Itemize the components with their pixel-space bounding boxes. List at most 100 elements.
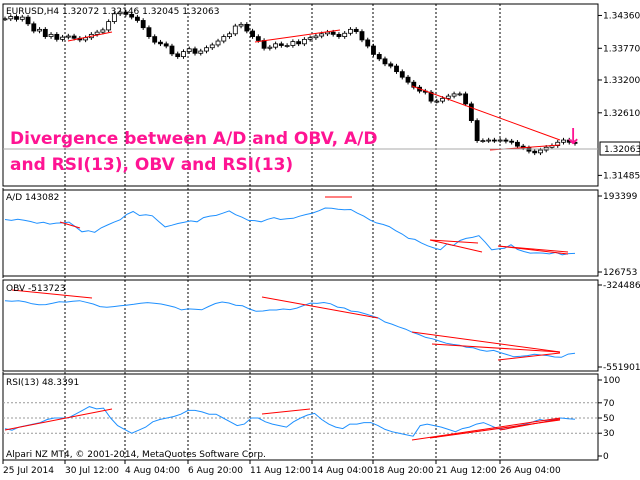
obv-axis: -324486 -551901 xyxy=(598,281,640,373)
rsi-line xyxy=(4,406,576,437)
candle-body xyxy=(365,39,371,47)
candle-body xyxy=(376,53,382,60)
price-panel[interactable] xyxy=(2,3,599,187)
candle-body xyxy=(250,30,255,37)
axis-tick-label: 100 xyxy=(603,376,620,386)
candle-body xyxy=(158,41,163,45)
candle-body xyxy=(515,141,520,147)
time-tick-label: 4 Aug 04:00 xyxy=(125,466,180,476)
candle-body xyxy=(382,58,388,65)
candle-body xyxy=(290,41,296,46)
ad-axis: 193399 126753 xyxy=(598,192,638,278)
candle-body xyxy=(503,139,509,142)
candle-body xyxy=(399,71,405,78)
candle-body xyxy=(509,140,515,143)
candle-body xyxy=(307,37,313,40)
rsi-panel[interactable] xyxy=(2,373,599,461)
current-price-label: 1.32063 xyxy=(604,145,640,155)
candle-body xyxy=(255,36,261,41)
candle-body xyxy=(284,45,290,47)
candle-body xyxy=(313,35,319,39)
time-tick-label: 14 Aug 04:00 xyxy=(312,466,373,476)
axis-tick-label: 0 xyxy=(603,452,609,462)
candle-body xyxy=(48,33,54,37)
trendline xyxy=(261,408,311,415)
candle-body xyxy=(405,76,411,83)
candle-body xyxy=(204,47,209,52)
candle-body xyxy=(94,31,100,35)
candle-body xyxy=(428,91,434,102)
candle-body xyxy=(296,41,302,45)
time-axis: 25 Jul 2014 30 Jul 12:00 4 Aug 04:00 6 Aug … xyxy=(2,460,561,476)
candle-body xyxy=(65,35,71,38)
candle-body xyxy=(175,53,181,58)
candle-body xyxy=(359,31,365,41)
time-tick-label: 18 Aug 20:00 xyxy=(373,466,434,476)
candle-body xyxy=(198,50,204,54)
time-tick-label: 11 Aug 12:00 xyxy=(250,466,311,476)
candle-body xyxy=(273,43,279,48)
candle-body xyxy=(474,120,480,142)
candle-body xyxy=(572,141,578,144)
candle-body xyxy=(463,93,469,105)
candle-body xyxy=(25,16,31,25)
ad-panel[interactable] xyxy=(2,189,599,277)
candle-body xyxy=(411,81,417,88)
candle-body xyxy=(37,28,42,32)
candle-body xyxy=(152,36,158,43)
annotation-line-1: Divergence between A/D and OBV, A/D xyxy=(10,129,377,149)
candle-body xyxy=(468,103,474,121)
obv-line xyxy=(4,300,576,358)
candle-body xyxy=(532,150,538,154)
trendline xyxy=(499,418,561,431)
trendline xyxy=(254,29,341,43)
trendline xyxy=(497,352,561,361)
candle-body xyxy=(388,63,394,67)
ad-trendlines xyxy=(59,196,569,255)
trendline xyxy=(59,221,81,229)
obv-header: OBV -513723 xyxy=(6,284,66,294)
axis-tick-label: 1.31485 xyxy=(603,171,640,181)
candle-body xyxy=(123,11,129,15)
time-tick-label: 6 Aug 20:00 xyxy=(188,466,243,476)
obv-trendlines xyxy=(11,289,561,361)
down-arrow-icon: ↓ xyxy=(564,125,582,150)
candle-body xyxy=(186,48,192,53)
current-price-box xyxy=(599,141,640,156)
axis-tick-label: -324486 xyxy=(603,281,640,291)
candle-body xyxy=(538,149,543,154)
candle-body xyxy=(434,100,440,103)
candle-body xyxy=(336,33,342,37)
axis-tick-label: 193399 xyxy=(603,192,638,202)
candle-body xyxy=(440,97,445,102)
rsi-axis: 100 70 50 30 0 xyxy=(598,376,620,462)
trendline xyxy=(431,343,561,353)
candle-body xyxy=(140,20,146,29)
candle-body xyxy=(100,29,106,33)
time-tick-label: 25 Jul 2014 xyxy=(3,466,54,476)
candle-body xyxy=(19,16,25,20)
price-trendlines xyxy=(67,29,561,151)
axis-tick-label: 1.32610 xyxy=(603,109,640,119)
obv-panel[interactable] xyxy=(2,279,599,372)
candle-body xyxy=(2,18,8,21)
time-tick-label: 30 Jul 12:00 xyxy=(65,466,119,476)
price-axis: 1.34360 1.33770 1.33200 1.32610 1.31485 xyxy=(598,11,640,181)
axis-tick-label: 1.33200 xyxy=(603,76,640,86)
copyright-text: Alpari NZ MT4, © 2001-2014, MetaQuotes S… xyxy=(6,450,266,460)
candle-body xyxy=(14,16,19,20)
trendline xyxy=(411,417,561,441)
candle-body xyxy=(146,27,152,37)
trendline xyxy=(411,331,561,353)
axis-tick-label: 1.33770 xyxy=(603,44,640,54)
candle-body xyxy=(319,33,325,37)
candle-body xyxy=(445,95,451,99)
candle-body xyxy=(371,45,376,55)
trendline xyxy=(411,85,561,141)
candle-body xyxy=(566,139,572,143)
axis-tick-label: 1.34360 xyxy=(603,11,640,21)
candle-body xyxy=(192,48,198,54)
candle-body xyxy=(60,36,65,40)
candle-body xyxy=(31,23,37,32)
